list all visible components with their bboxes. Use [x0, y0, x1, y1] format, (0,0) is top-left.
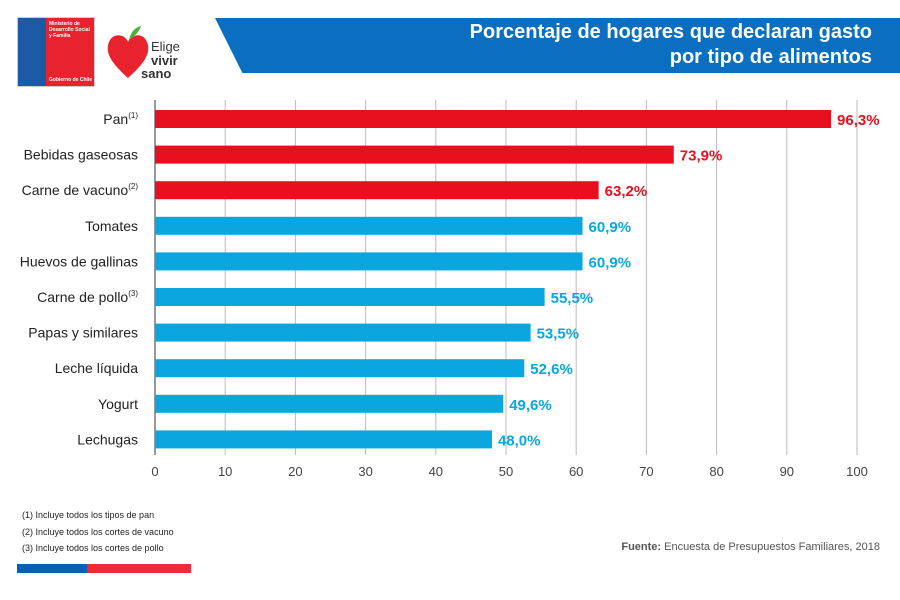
source-label: Fuente: [621, 541, 662, 553]
title-line2: por tipo de alimentos [669, 46, 872, 68]
chart-title: Porcentaje de hogares que declaran gasto… [470, 20, 872, 70]
source-text: Encuesta de Presupuestos Familiares, 201… [661, 541, 880, 553]
bar [155, 430, 492, 449]
bar [155, 181, 599, 200]
value-label: 73,9% [680, 148, 723, 165]
category-label: Tomates [85, 218, 138, 234]
footnote-2: (2) Incluye todos los cortes de vacuno [22, 527, 174, 537]
value-label: 60,9% [589, 254, 632, 271]
footnote-1: (1) Incluye todos los tipos de pan [22, 510, 155, 520]
ministry-sub: Gobierno de Chile [49, 77, 93, 83]
footnote-3: (3) Incluye todos los cortes de pollo [22, 543, 164, 553]
source-note: Fuente: Encuesta de Presupuestos Familia… [621, 541, 880, 553]
brand-line1: Elige [151, 39, 180, 54]
bar-chart: 0 10 20 30 40 50 60 70 80 90 100 Pan(1) 96,3% Bebidas… [20, 100, 880, 479]
elige-vivir-sano-logo: Elige vivir sano [105, 22, 185, 82]
title-banner [215, 18, 900, 73]
value-label: 63,2% [605, 183, 648, 200]
category-label: Pan(1) [103, 111, 138, 127]
x-tick-label: 30 [358, 464, 372, 479]
x-tick-label: 100 [846, 464, 868, 479]
x-tick-label: 0 [151, 464, 158, 479]
bar [155, 252, 583, 271]
category-label: Leche líquida [55, 360, 139, 376]
category-label: Yogurt [98, 396, 138, 412]
bar [155, 216, 583, 235]
x-tick-label: 10 [218, 464, 232, 479]
title-line1: Porcentaje de hogares que declaran gasto [469, 21, 872, 43]
category-label: Carne de pollo(3) [37, 289, 138, 305]
value-label: 48,0% [498, 432, 541, 449]
ministry-logo: Ministerio de Desarrollo Social y Famili… [17, 17, 95, 87]
x-tick-label: 20 [288, 464, 302, 479]
bar [155, 323, 531, 342]
x-tick-label: 70 [639, 464, 653, 479]
bar [155, 288, 545, 306]
bar [155, 394, 504, 413]
value-label: 52,6% [530, 361, 573, 378]
bar [155, 359, 525, 378]
brand-line2: vivir [151, 53, 178, 68]
value-label: 96,3% [837, 112, 880, 129]
value-label: 53,5% [537, 326, 580, 343]
flag-bar-blue [17, 564, 87, 573]
brand-line3: sano [141, 66, 172, 81]
value-label: 49,6% [509, 397, 552, 414]
x-tick-label: 50 [499, 464, 513, 479]
bar [155, 145, 674, 164]
value-label: 55,5% [551, 290, 594, 307]
bar [155, 110, 832, 128]
flag-bar-red [87, 564, 191, 573]
category-label: Huevos de gallinas [20, 253, 138, 269]
category-label: Bebidas gaseosas [24, 147, 138, 163]
category-label: Papas y similares [28, 325, 138, 341]
category-label: Lechugas [77, 431, 138, 447]
ministry-name: Ministerio de Desarrollo Social y Famili… [49, 21, 90, 39]
x-tick-label: 40 [429, 464, 443, 479]
x-tick-label: 80 [709, 464, 723, 479]
value-label: 60,9% [589, 219, 632, 236]
x-tick-label: 60 [569, 464, 583, 479]
category-label: Carne de vacuno(2) [22, 182, 139, 198]
x-tick-label: 90 [780, 464, 794, 479]
